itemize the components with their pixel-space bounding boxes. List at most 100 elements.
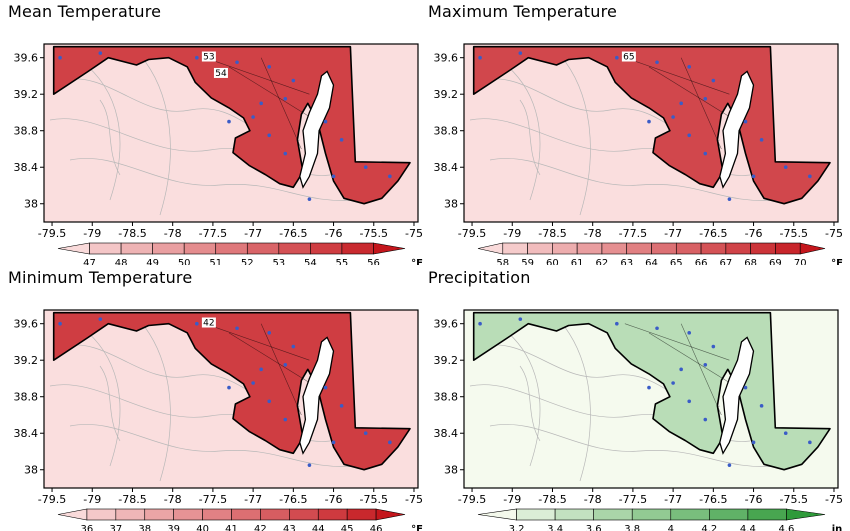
colorbar-tick-label: 52 (241, 258, 254, 265)
x-tick-label: -77 (244, 493, 262, 506)
x-tick-label: -78 (584, 493, 602, 506)
contour-line (680, 323, 722, 416)
colorbar-bin (115, 508, 146, 521)
station-marker (283, 151, 288, 156)
colorbar-arrow-high (373, 242, 406, 255)
colorbar-tick-label: 68 (744, 258, 757, 265)
colorbar-bin (631, 508, 672, 521)
colorbar-bin (317, 508, 348, 521)
map-maximum-temperature: 65 39.6 39.2 38.8 38.4 38 -79.5 -79 -78.5 -78 -77.… (434, 43, 843, 265)
colorbar-bin (120, 242, 153, 255)
map-minimum-temperature: 42 39.6 39.2 38.8 38.4 38 -79.5 -79 -78.5 -78 -77.… (14, 309, 423, 531)
station-marker (235, 60, 239, 65)
colorbar-bin (310, 242, 343, 255)
station-marker (283, 362, 288, 367)
colorbar-bin (576, 242, 603, 255)
station-marker (759, 404, 764, 408)
colorbar-bin (341, 242, 374, 255)
station-marker (267, 399, 272, 404)
y-tick-label: 39.2 (434, 88, 459, 101)
colorbar-bin (700, 242, 727, 255)
x-tick-label: -79.5 (38, 227, 66, 240)
chesapeake-bay (299, 336, 335, 455)
x-tick-label: -79.5 (38, 493, 66, 506)
station-marker (251, 115, 255, 119)
colorbar-bin (601, 242, 628, 255)
contour-line (624, 323, 730, 361)
colorbar-bin (144, 508, 174, 521)
colorbar-tick-label: 3.2 (509, 524, 525, 531)
colorbar-bin (626, 242, 652, 255)
colorbar-tick-label: 41 (225, 524, 238, 531)
colorbar-tick-label: 48 (115, 258, 128, 265)
panel-maximum-temperature: 65 39.6 39.2 38.8 38.4 38 -79.5 -79 -78.5 -78 -77.… (420, 0, 845, 265)
y-tick-label: 39.2 (434, 354, 459, 367)
station-marker (703, 417, 708, 422)
contour-label-box (213, 67, 228, 78)
contour-line (559, 320, 591, 482)
colorbar-arrow-high (799, 242, 826, 255)
colorbar-tick-label: 49 (146, 258, 159, 265)
station-marker (687, 65, 692, 69)
colorbar: 47 48 49 50 51 52 53 54 55 56 °F (57, 242, 423, 265)
x-tick-label: -78.5 (118, 227, 146, 240)
x-tick-label: -76 (745, 493, 763, 506)
x-tick-label: -79 (83, 227, 101, 240)
station-marker (687, 133, 692, 138)
colorbar-tick-label: 53 (272, 258, 285, 265)
colorbar-bin (502, 242, 528, 255)
contour-line (519, 365, 541, 442)
station-marker (235, 326, 239, 331)
station-marker (331, 174, 336, 179)
colorbar-bin (747, 508, 787, 521)
colorbar-unit: in (832, 524, 843, 531)
contour-line (204, 323, 310, 361)
station-marker (307, 197, 312, 201)
station-marker (323, 385, 328, 390)
x-tick-label: -75 (825, 493, 843, 506)
station-marker (751, 174, 756, 179)
contour-line (99, 99, 121, 176)
contour-label-box (201, 51, 216, 62)
colorbar: 58 59 60 61 62 63 64 65 66 67 68 69 70 °F (477, 242, 843, 265)
station-marker (711, 344, 716, 349)
x-tick-label: -78.5 (118, 493, 146, 506)
contour-line (624, 57, 730, 95)
colorbar-bin (775, 242, 801, 255)
chesapeake-bay (719, 336, 755, 455)
colorbar-tick-label: 39 (167, 524, 180, 531)
colorbar-unit: °F (831, 258, 843, 265)
station-marker (655, 60, 659, 65)
x-tick-label: -79 (503, 493, 521, 506)
state-contours (204, 57, 318, 150)
map-precipitation: 39.6 39.2 38.8 38.4 38 -79.5 -79 -78.5 -78 -77.5 -… (434, 309, 843, 531)
station-marker (727, 197, 732, 201)
station-marker (671, 381, 675, 385)
y-tick-label: 38.4 (434, 427, 459, 440)
x-tick-label: -79.5 (458, 227, 486, 240)
colorbar-tick-label: 51 (209, 258, 222, 265)
x-tick-label: -77.5 (199, 227, 227, 240)
chesapeake-bay (299, 70, 335, 189)
contour-label: 65 (623, 53, 634, 63)
station-marker (679, 367, 683, 372)
colorbar-bin (278, 242, 311, 255)
contour-line (499, 59, 541, 201)
station-marker (687, 331, 692, 335)
colorbar: 3.2 3.4 3.6 3.8 4 4.2 4.4 4.6 in (477, 508, 843, 531)
colorbar-tick-label: 4.2 (701, 524, 717, 531)
y-tick-label: 38.4 (14, 161, 39, 174)
panel-mean-temperature: 53 54 39.6 39.2 38.8 38.4 38 -79.5 -79 -78.5 -78 -7… (0, 0, 425, 265)
y-tick-label: 38.8 (14, 125, 39, 138)
colorbar-arrow-low (57, 508, 88, 521)
contour-line (680, 57, 722, 150)
contour-line (260, 323, 302, 416)
contour-line (519, 99, 541, 176)
colorbar-bin (260, 508, 290, 521)
panel-title: Precipitation (428, 268, 531, 287)
station-marker (703, 96, 708, 101)
station-marker (687, 399, 692, 404)
colorbar-bin (554, 508, 594, 521)
colorbar-tick-label: 69 (769, 258, 782, 265)
contour-label-box (201, 317, 216, 328)
